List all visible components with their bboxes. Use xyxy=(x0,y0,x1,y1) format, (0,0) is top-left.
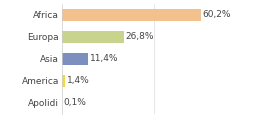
Text: 26,8%: 26,8% xyxy=(125,32,154,41)
Bar xyxy=(62,75,65,87)
Text: 11,4%: 11,4% xyxy=(90,54,118,63)
Text: 0,1%: 0,1% xyxy=(64,98,87,107)
Text: 1,4%: 1,4% xyxy=(67,76,89,85)
Text: 60,2%: 60,2% xyxy=(202,10,231,19)
Bar xyxy=(62,9,201,21)
Bar xyxy=(62,53,88,65)
Bar xyxy=(62,31,123,43)
